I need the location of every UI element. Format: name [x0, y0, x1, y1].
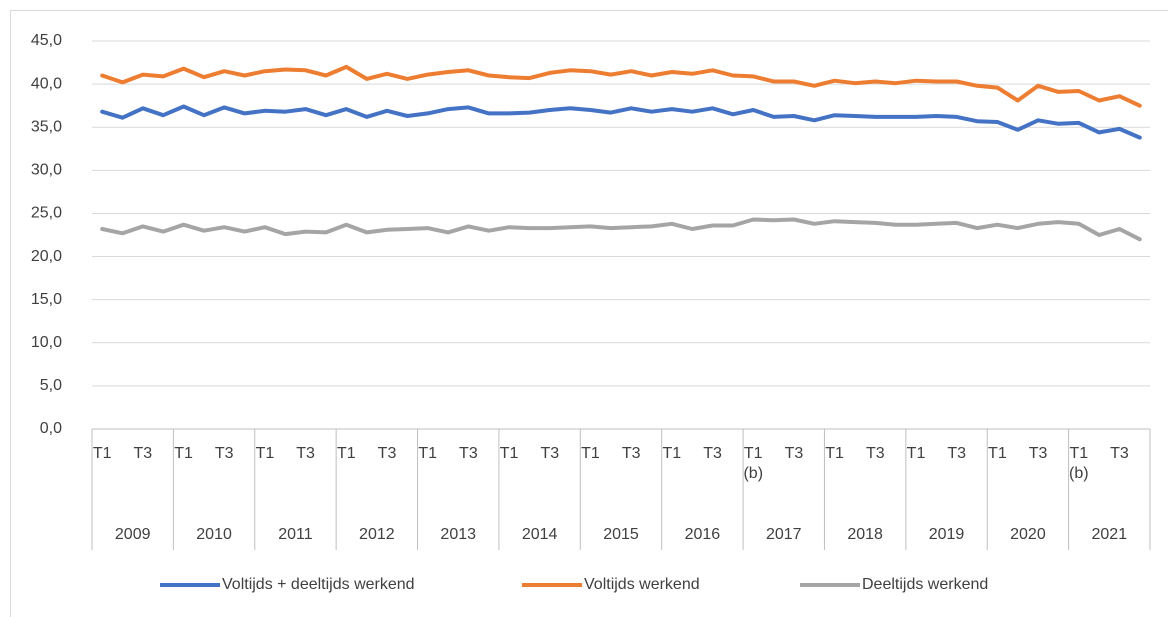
group-label: 2020	[1010, 526, 1046, 543]
y-tick-label: 5,0	[40, 377, 62, 394]
x-tick-label: T3	[459, 445, 478, 462]
x-tick-label: T1 (b)	[743, 445, 764, 482]
series-line	[100, 104, 1142, 140]
y-tick-label: 20,0	[31, 248, 62, 265]
x-tick-label: T3	[133, 445, 153, 462]
chart-border	[10, 10, 1168, 617]
x-tick-label: T3	[703, 445, 722, 462]
x-tick-label: T3	[1028, 445, 1048, 462]
x-tick-label: T3	[865, 445, 885, 462]
x-tick-label: T3	[377, 445, 397, 462]
x-tick-label: T1	[418, 445, 438, 462]
x-tick-label: T3	[947, 445, 967, 462]
group-label: 2015	[603, 526, 639, 543]
x-tick-label: T1	[255, 445, 275, 462]
x-tick-label: T1	[336, 445, 356, 462]
x-tick-label: T1	[906, 445, 926, 462]
x-tick-label: T1	[662, 445, 682, 462]
y-tick-label: 45,0	[31, 32, 62, 49]
group-label: 2017	[766, 526, 802, 543]
x-tick-label: T1 (b)	[1069, 445, 1089, 482]
x-tick-label: T3	[784, 445, 804, 462]
group-label: 2016	[685, 526, 721, 543]
y-tick-label: 40,0	[31, 75, 62, 92]
x-tick-label: T3	[1110, 445, 1129, 462]
x-tick-label: T1	[581, 445, 600, 462]
x-tick-label: T1	[499, 445, 519, 462]
series-line	[100, 64, 1142, 108]
legend-label: Deeltijds werkend	[862, 576, 988, 593]
legend-label: Voltijds + deeltijds werkend	[222, 576, 415, 593]
group-label: 2009	[115, 526, 151, 543]
group-label: 2018	[847, 526, 883, 543]
x-tick-label: T3	[621, 445, 641, 462]
y-tick-label: 15,0	[31, 291, 62, 308]
group-label: 2010	[196, 526, 232, 543]
series-line	[100, 217, 1142, 242]
group-label: 2013	[440, 526, 476, 543]
group-label: 2014	[522, 526, 558, 543]
y-tick-label: 25,0	[31, 205, 62, 222]
y-tick-label: 35,0	[31, 118, 62, 135]
group-label: 2011	[278, 526, 313, 543]
x-tick-label: T1	[825, 445, 844, 462]
group-label: 2021	[1092, 526, 1128, 543]
x-tick-label: T1	[988, 445, 1007, 462]
group-label: 2019	[929, 526, 965, 543]
group-label: 2012	[359, 526, 395, 543]
x-tick-label: T3	[540, 445, 560, 462]
x-tick-label: T1	[92, 445, 112, 462]
legend-label: Voltijds werkend	[584, 576, 700, 593]
y-tick-label: 30,0	[31, 162, 62, 179]
x-tick-label: T3	[296, 445, 315, 462]
y-tick-label: 10,0	[31, 334, 62, 351]
x-tick-label: T1	[174, 445, 193, 462]
y-tick-label: 0,0	[40, 420, 62, 437]
x-tick-label: T3	[214, 445, 234, 462]
